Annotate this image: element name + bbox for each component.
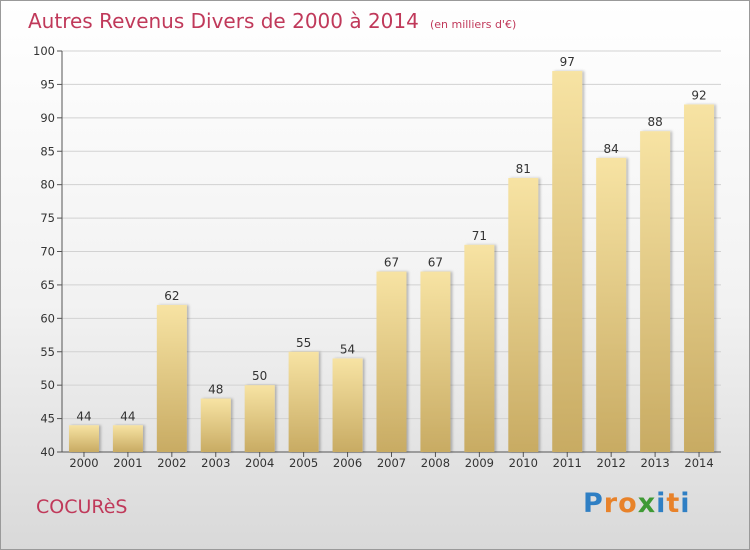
y-tick-label: 80 bbox=[40, 178, 55, 192]
y-tick-label: 60 bbox=[40, 311, 55, 325]
logo-letter: r bbox=[603, 488, 619, 519]
bar-2011 bbox=[552, 71, 583, 453]
data-label: 71 bbox=[472, 229, 487, 243]
title-row: Autres Revenus Divers de 2000 à 2014 (en… bbox=[28, 9, 516, 33]
y-tick-label: 40 bbox=[40, 445, 55, 459]
y-tick-label: 75 bbox=[40, 211, 55, 225]
x-tick-label: 2008 bbox=[421, 456, 450, 470]
x-tick-label: 2014 bbox=[684, 456, 713, 470]
logo-letter: o bbox=[618, 488, 638, 519]
data-label: 48 bbox=[208, 383, 223, 397]
logo-letter: P bbox=[583, 488, 604, 519]
data-label: 84 bbox=[604, 142, 619, 156]
data-label: 50 bbox=[252, 369, 267, 383]
x-tick-label: 2006 bbox=[333, 456, 362, 470]
y-tick-label: 70 bbox=[40, 245, 55, 259]
bars bbox=[68, 71, 715, 453]
logo-letter: t bbox=[666, 488, 681, 519]
location-name: COCURèS bbox=[36, 496, 128, 518]
data-label: 55 bbox=[296, 336, 311, 350]
bar-2001 bbox=[112, 425, 143, 452]
x-tick-label: 2010 bbox=[509, 456, 538, 470]
y-tick-label: 45 bbox=[40, 412, 55, 426]
y-tick-label: 90 bbox=[40, 111, 55, 125]
bar-2006 bbox=[332, 358, 363, 452]
data-label: 62 bbox=[164, 289, 179, 303]
data-label: 81 bbox=[516, 162, 531, 176]
data-label: 44 bbox=[120, 409, 135, 423]
data-label: 88 bbox=[647, 115, 662, 129]
x-tick-label: 2003 bbox=[201, 456, 230, 470]
data-label: 54 bbox=[340, 342, 355, 356]
x-tick-label: 2007 bbox=[377, 456, 406, 470]
data-label: 92 bbox=[691, 88, 706, 102]
bar-2014 bbox=[684, 104, 715, 452]
x-tick-label: 2004 bbox=[245, 456, 274, 470]
data-label: 67 bbox=[384, 256, 399, 270]
bar-2004 bbox=[244, 385, 275, 452]
x-tick-label: 2013 bbox=[640, 456, 669, 470]
logo-letter: i bbox=[656, 488, 667, 519]
data-labels: 44 44 62 48 50 55 54 67 67 71 81 97 84 88 92 bbox=[76, 55, 706, 423]
y-tick-label: 55 bbox=[40, 345, 55, 359]
y-tick-label: 65 bbox=[40, 278, 55, 292]
bar-2010 bbox=[508, 177, 539, 452]
bar-2007 bbox=[376, 271, 407, 452]
bar-2008 bbox=[420, 271, 451, 452]
proxiti-logo: Proxiti bbox=[583, 488, 691, 519]
data-label: 44 bbox=[76, 409, 91, 423]
bar-2013 bbox=[640, 131, 671, 452]
bar-2002 bbox=[156, 304, 187, 452]
y-tick-label: 100 bbox=[33, 44, 55, 58]
axes: 40 45 50 55 60 65 70 75 80 85 90 95 100 2000 2001 2002 2… bbox=[33, 44, 721, 470]
x-tick-label: 2009 bbox=[465, 456, 494, 470]
y-tick-label: 85 bbox=[40, 144, 55, 158]
bar-2003 bbox=[200, 398, 231, 452]
chart-subtitle: (en milliers d'€) bbox=[429, 18, 517, 31]
chart-title: Autres Revenus Divers de 2000 à 2014 bbox=[28, 9, 419, 33]
x-tick-label: 2001 bbox=[113, 456, 142, 470]
data-label: 97 bbox=[560, 55, 575, 69]
logo-letter: i bbox=[680, 488, 691, 519]
bar-2000 bbox=[68, 425, 99, 452]
bar-2012 bbox=[596, 157, 627, 452]
data-label: 67 bbox=[428, 256, 443, 270]
y-tick-label: 50 bbox=[40, 378, 55, 392]
x-tick-label: 2012 bbox=[597, 456, 626, 470]
x-tick-label: 2000 bbox=[69, 456, 98, 470]
logo-letter: x bbox=[637, 488, 657, 519]
bar-2009 bbox=[464, 244, 495, 452]
x-tick-label: 2005 bbox=[289, 456, 318, 470]
bar-2005 bbox=[288, 351, 319, 452]
x-tick-label: 2002 bbox=[157, 456, 186, 470]
x-tick-label: 2011 bbox=[553, 456, 582, 470]
y-tick-label: 95 bbox=[40, 77, 55, 91]
